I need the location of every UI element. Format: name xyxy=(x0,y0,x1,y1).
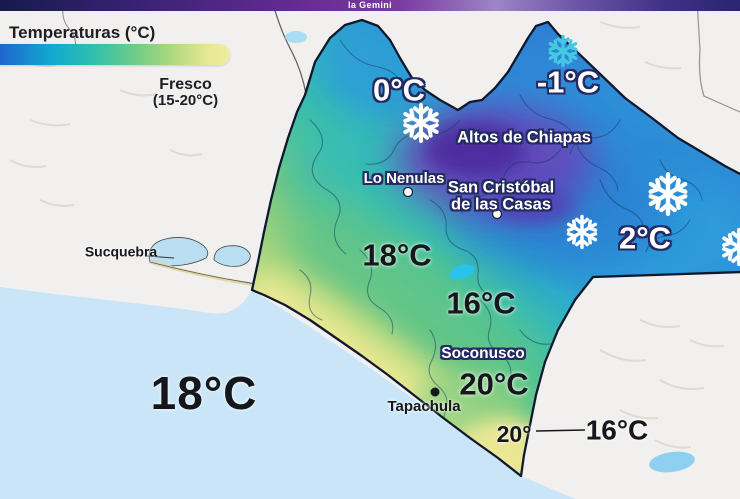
temp-label-soconusco: 20°C xyxy=(459,366,529,402)
temp-label-east: 2°C xyxy=(618,220,672,256)
place-label-lo-nenulas: Lo Nenulas xyxy=(363,170,445,188)
lo-nenulas-marker xyxy=(402,186,414,198)
legend-descriptor: Fresco (15-20°C) xyxy=(133,76,238,109)
snowflake-icon xyxy=(564,214,600,250)
temp-label-north: -1°C xyxy=(536,64,600,100)
small-lake xyxy=(285,31,307,43)
legend-title: Temperaturas (°C) xyxy=(9,23,156,42)
tapachula-marker xyxy=(430,387,440,397)
temp-label-center-west: 18°C xyxy=(362,237,432,273)
municipal-borders xyxy=(299,39,703,435)
banner-title: la Gemini xyxy=(347,0,393,10)
legend-descriptor-word: Fresco xyxy=(159,76,212,93)
temp-label-center-south: 16°C xyxy=(446,285,516,321)
place-label-tapachula: Tapachula xyxy=(387,398,461,416)
guatemala-lake xyxy=(649,451,695,473)
temp-label-ocean: 18°C xyxy=(150,366,258,419)
legend-descriptor-range: (15-20°C) xyxy=(152,92,219,110)
temp-label-coast: 20° xyxy=(496,420,532,447)
temp-label-guatemala: 16°C xyxy=(585,414,649,446)
snowflake-icon xyxy=(645,171,691,217)
guatemala-temp-pointer-line xyxy=(535,429,586,432)
top-banner: la Gemini xyxy=(0,0,740,11)
snowflake-icon xyxy=(719,227,740,267)
place-label-soconusco: Soconusco xyxy=(441,344,525,362)
snowflake-icon xyxy=(546,34,580,68)
chiapas-outline xyxy=(250,18,740,478)
inland-pond xyxy=(423,242,429,248)
place-label-sucquebra: Sucquebra xyxy=(84,243,158,260)
sucquebra-pointer-line xyxy=(146,255,175,259)
place-label-san-cristobal: San Cristóbal de las Casas xyxy=(447,178,555,215)
temp-label-northwest: 0°C xyxy=(372,72,426,108)
inland-lake xyxy=(449,264,475,280)
place-label-altos-de-chiapas: Altos de Chiapas xyxy=(457,128,591,147)
snowflake-icon xyxy=(400,102,442,144)
pacific-ocean xyxy=(0,287,575,499)
place-label-san-cristobal-line1: San Cristóbal xyxy=(447,178,555,197)
terrain-relief xyxy=(9,21,725,449)
place-label-san-cristobal-line2: de las Casas xyxy=(451,196,551,214)
temperature-gradient-bar xyxy=(0,44,230,65)
san-cristobal-marker xyxy=(491,208,503,220)
